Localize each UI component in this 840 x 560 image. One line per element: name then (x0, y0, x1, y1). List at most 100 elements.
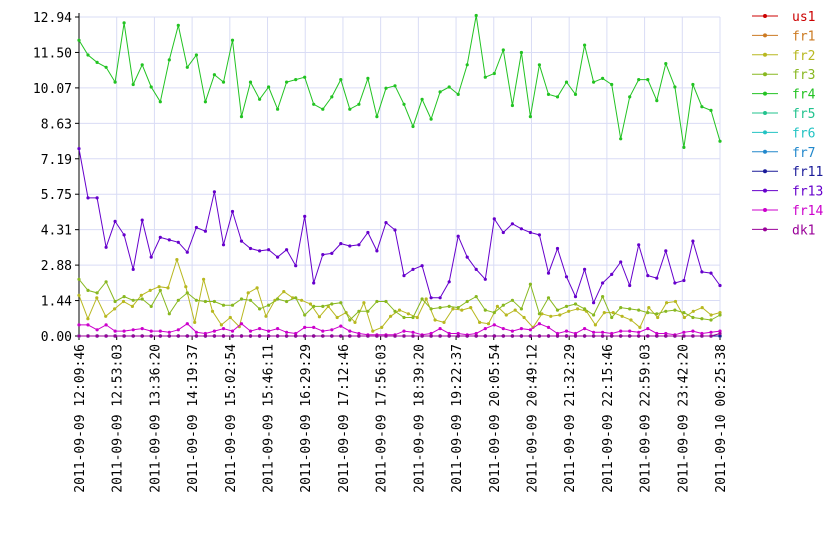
data-point (567, 309, 571, 313)
data-point (583, 267, 587, 271)
data-point (303, 334, 307, 338)
y-tick-label: 10.07 (33, 82, 72, 97)
data-point (456, 92, 460, 96)
data-point (321, 334, 325, 338)
data-point (592, 80, 596, 84)
data-point (267, 329, 271, 333)
data-point (366, 334, 370, 338)
data-point (447, 280, 451, 284)
data-point (104, 280, 108, 284)
y-tick-label: 12.94 (33, 11, 72, 26)
data-point (718, 313, 722, 317)
data-point (673, 299, 678, 304)
series-fr14 (77, 322, 722, 337)
data-point (546, 334, 551, 338)
data-point (682, 278, 686, 283)
data-point (362, 301, 366, 305)
data-point (519, 227, 524, 231)
data-point (282, 290, 286, 294)
data-point (239, 239, 244, 243)
data-point (415, 315, 419, 320)
series-line-dk1 (79, 333, 721, 337)
data-point (375, 334, 379, 338)
data-point (267, 334, 271, 338)
data-point (104, 334, 108, 338)
x-tick-label: 2011-09-09 15:02:54 (224, 344, 239, 493)
data-point (221, 243, 226, 247)
data-point (246, 291, 250, 295)
data-point (646, 274, 650, 278)
x-tick-label: 2011-09-09 20:05:54 (488, 344, 503, 493)
data-point (149, 304, 153, 308)
data-point (628, 307, 632, 311)
data-point (438, 306, 442, 310)
data-point (357, 243, 361, 247)
data-point (573, 302, 578, 306)
data-point (483, 277, 487, 281)
x-tick-label: 2011-09-09 12:09:46 (73, 344, 88, 493)
data-point (592, 334, 596, 338)
data-point (303, 214, 307, 218)
data-point (442, 320, 446, 324)
data-point (258, 97, 262, 101)
data-point (583, 334, 587, 338)
data-point (469, 306, 473, 310)
data-point (429, 117, 433, 121)
data-point (510, 298, 514, 302)
y-tick-label: 5.75 (41, 188, 72, 203)
data-point (637, 308, 641, 312)
legend: us1 fr1 fr2 fr3 fr4 fr5 fr6 fr7 fr11 fr13 fr14 dk1 (752, 10, 823, 238)
series-fr3 (77, 277, 722, 322)
data-point (510, 103, 514, 108)
data-point (86, 53, 90, 57)
data-point (610, 82, 614, 87)
data-point (619, 329, 623, 333)
data-point (573, 334, 578, 338)
data-point (113, 329, 117, 333)
data-point (664, 309, 668, 313)
data-point (504, 313, 508, 317)
data-point (203, 229, 207, 233)
data-point (375, 115, 379, 119)
data-point (555, 334, 560, 338)
data-point (628, 283, 632, 288)
data-point (628, 334, 632, 338)
data-point (321, 304, 325, 308)
legend-label: dk1 (792, 223, 815, 238)
data-point (221, 327, 226, 331)
data-point (492, 334, 496, 338)
data-point (300, 298, 304, 302)
data-point (95, 334, 99, 338)
data-point (267, 85, 271, 89)
legend-label: fr5 (792, 107, 815, 122)
data-point (474, 331, 478, 336)
data-point (77, 38, 81, 42)
data-point (312, 325, 316, 329)
data-point (276, 255, 280, 259)
data-point (402, 274, 406, 278)
data-point (447, 304, 451, 308)
data-point (465, 255, 469, 259)
data-point (420, 334, 424, 338)
data-point (131, 267, 135, 271)
data-point (212, 334, 216, 338)
data-point (303, 75, 307, 79)
data-point (429, 296, 433, 300)
data-point (317, 315, 321, 319)
data-point (555, 308, 560, 312)
x-tick-label: 2011-09-09 22:59:03 (639, 344, 654, 493)
data-point (203, 100, 207, 104)
data-point (357, 331, 361, 336)
data-point (228, 315, 232, 320)
data-point (593, 323, 598, 327)
data-point (465, 334, 469, 338)
data-point (602, 311, 606, 315)
data-point (312, 281, 316, 285)
data-point (474, 334, 478, 338)
data-point (357, 334, 361, 338)
data-point (248, 246, 253, 251)
data-point (113, 307, 117, 311)
data-point (294, 334, 298, 338)
data-point (239, 334, 244, 338)
